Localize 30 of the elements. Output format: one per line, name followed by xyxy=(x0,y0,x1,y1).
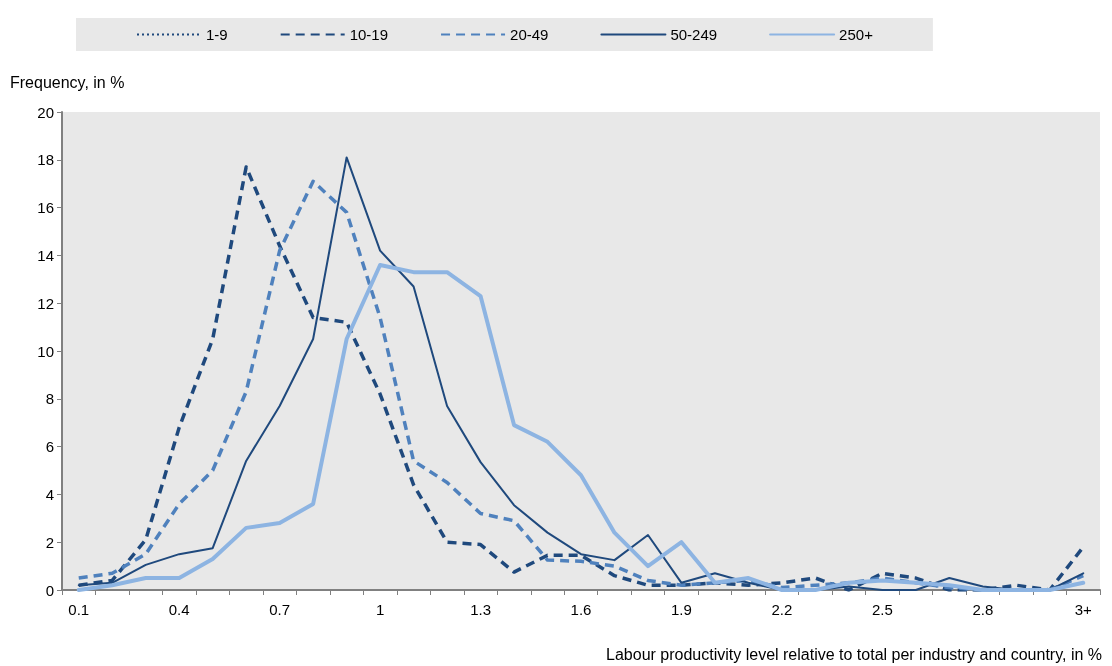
x-tick-label: 2.2 xyxy=(771,601,793,618)
y-tick-label: 16 xyxy=(37,199,54,217)
y-tick-label: 8 xyxy=(45,390,54,408)
x-tick-label: 3+ xyxy=(1074,601,1093,618)
y-tick-label: 0 xyxy=(45,581,54,599)
legend-label: 50-249 xyxy=(670,26,718,43)
x-axis-title: Labour productivity level relative to total per industry and country, in % xyxy=(606,645,1103,663)
legend-label: 1-9 xyxy=(206,26,228,43)
y-tick-label: 14 xyxy=(37,246,54,264)
x-tick-label: 1.3 xyxy=(470,601,491,618)
y-tick-label: 10 xyxy=(37,342,54,360)
x-tick-label: 2.5 xyxy=(871,601,893,618)
legend-label: 250+ xyxy=(839,26,874,43)
x-tick-label: 0.7 xyxy=(269,601,291,618)
x-tick-label: 1 xyxy=(375,601,385,618)
x-tick-label: 1.9 xyxy=(671,601,692,618)
y-tick-label: 4 xyxy=(45,485,54,503)
x-tick-label: 2.8 xyxy=(972,601,994,618)
y-tick-label: 18 xyxy=(37,151,54,169)
y-tick-label: 2 xyxy=(45,533,54,551)
x-tick-label: 1.6 xyxy=(570,601,592,618)
y-tick-label: 20 xyxy=(37,103,54,121)
y-axis-title: Frequency, in % xyxy=(10,73,125,91)
y-tick-label: 6 xyxy=(45,438,54,456)
x-tick-label: 0.1 xyxy=(68,601,90,618)
legend-label: 10-19 xyxy=(349,26,389,43)
x-tick-label: 0.4 xyxy=(168,601,190,618)
legend-label: 20-49 xyxy=(510,26,549,43)
y-tick-label: 12 xyxy=(37,294,54,312)
line-series xyxy=(76,262,1086,592)
